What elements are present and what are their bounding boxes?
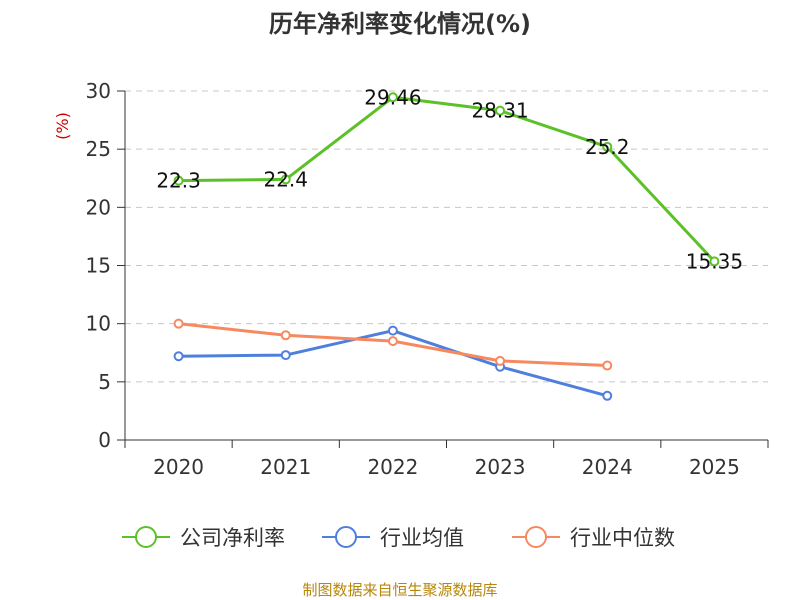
data-point	[280, 330, 291, 341]
x-tick-label: 2021	[260, 455, 311, 479]
y-axis-label: (%)	[53, 112, 72, 140]
data-point	[280, 350, 291, 361]
data-labels: 22.3 22.4 29.46 28.31 25.2 15.35	[156, 85, 743, 273]
data-label: 15.35	[686, 249, 743, 273]
data-label: 29.46	[364, 85, 421, 109]
gridlines	[125, 90, 768, 383]
data-point	[495, 355, 506, 366]
data-label: 22.3	[156, 169, 201, 193]
legend-marker	[135, 526, 157, 548]
y-tick-label: 15	[86, 254, 111, 278]
legend-label: 公司净利率	[180, 526, 285, 550]
x-tick-label: 2025	[689, 455, 740, 479]
legend-marker	[525, 526, 547, 548]
y-tick-label: 20	[86, 195, 111, 219]
legend-label: 行业中位数	[570, 526, 675, 550]
y-tick-label: 5	[98, 370, 111, 394]
y-tick-label: 25	[86, 137, 111, 161]
data-point	[602, 390, 613, 401]
series-lines	[173, 92, 720, 401]
data-point	[495, 105, 506, 116]
data-point	[173, 351, 184, 362]
data-point	[387, 336, 398, 347]
data-label: 25.2	[585, 135, 630, 159]
data-point	[709, 256, 720, 267]
legend-marker	[335, 526, 357, 548]
y-tick-label: 0	[98, 428, 111, 452]
x-tick-label: 2022	[367, 455, 418, 479]
data-point	[602, 360, 613, 371]
x-tick-label: 2020	[153, 455, 204, 479]
data-label: 22.4	[263, 167, 308, 191]
data-point	[602, 141, 613, 152]
data-point	[387, 325, 398, 336]
legend-label: 行业均值	[380, 526, 464, 550]
chart-title: 历年净利率变化情况(%)	[269, 10, 531, 38]
y-tick-label: 30	[86, 79, 111, 103]
series-line-0	[178, 95, 716, 263]
y-tick-label: 10	[86, 312, 111, 336]
data-point	[280, 174, 291, 185]
x-tick-label: 2024	[582, 455, 633, 479]
data-point	[387, 92, 398, 103]
data-point	[173, 175, 184, 186]
data-source-note: 制图数据来自恒生聚源数据库	[302, 581, 497, 599]
legend: 公司净利率 行业均值 行业中位数	[122, 526, 675, 550]
x-tick-label: 2023	[475, 455, 526, 479]
data-point	[173, 318, 184, 329]
data-label: 28.31	[471, 99, 528, 123]
